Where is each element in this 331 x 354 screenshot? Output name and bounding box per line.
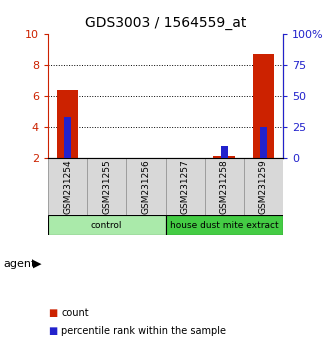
Bar bbox=[166, 215, 283, 235]
Text: ■: ■ bbox=[48, 326, 57, 336]
Text: GSM231256: GSM231256 bbox=[141, 159, 150, 214]
Text: control: control bbox=[91, 221, 122, 230]
Bar bbox=[57, 90, 78, 158]
Bar bbox=[213, 156, 235, 158]
Bar bbox=[126, 158, 166, 215]
Text: GSM231257: GSM231257 bbox=[181, 159, 190, 214]
Text: house dust mite extract: house dust mite extract bbox=[170, 221, 279, 230]
Text: ▶: ▶ bbox=[33, 259, 42, 269]
Bar bbox=[48, 158, 87, 215]
Bar bbox=[205, 158, 244, 215]
Text: GSM231255: GSM231255 bbox=[102, 159, 111, 214]
Text: count: count bbox=[61, 308, 89, 318]
Text: ■: ■ bbox=[48, 308, 57, 318]
Title: GDS3003 / 1564559_at: GDS3003 / 1564559_at bbox=[85, 16, 246, 30]
Bar bbox=[260, 127, 267, 158]
Text: agent: agent bbox=[3, 259, 36, 269]
Bar bbox=[48, 215, 166, 235]
Bar bbox=[87, 158, 126, 215]
Text: GSM231258: GSM231258 bbox=[220, 159, 229, 214]
Bar bbox=[244, 158, 283, 215]
Text: percentile rank within the sample: percentile rank within the sample bbox=[61, 326, 226, 336]
Text: GSM231254: GSM231254 bbox=[63, 159, 72, 214]
Bar bbox=[221, 146, 228, 158]
Bar bbox=[64, 117, 71, 158]
Text: GSM231259: GSM231259 bbox=[259, 159, 268, 214]
Bar bbox=[166, 158, 205, 215]
Bar bbox=[253, 54, 274, 158]
